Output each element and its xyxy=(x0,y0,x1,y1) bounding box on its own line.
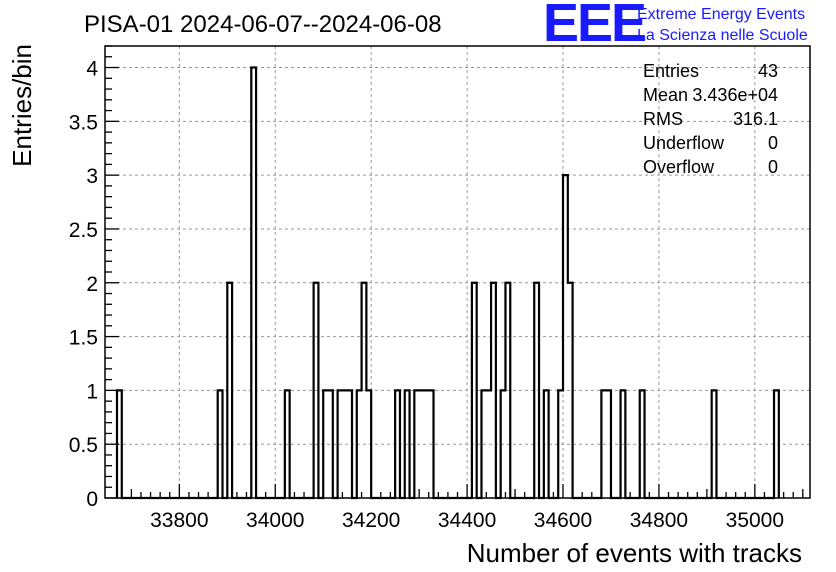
y-tick-label: 2.5 xyxy=(69,219,98,242)
y-tick-label: 3.5 xyxy=(69,111,98,134)
y-tick-labels: 0 0.5 1 1.5 2 2.5 3 3.5 4 xyxy=(69,58,99,511)
x-tick-label: 34200 xyxy=(342,509,400,532)
axis-ticks xyxy=(105,45,804,499)
y-tick-label: 1.5 xyxy=(69,327,98,350)
stats-value: 316.1 xyxy=(733,109,778,129)
x-axis-title: Number of events with tracks xyxy=(467,538,802,568)
y-tick-label: 0 xyxy=(86,488,98,511)
stats-value: 0 xyxy=(768,157,778,177)
y-tick-label: 0.5 xyxy=(69,434,98,457)
stats-value: 43 xyxy=(758,61,778,81)
stats-value: 0 xyxy=(768,133,778,153)
stats-label: Underflow xyxy=(643,133,725,153)
x-tick-label: 34400 xyxy=(438,509,496,532)
stats-label: Entries xyxy=(643,61,699,81)
x-tick-labels: 33800 34000 34200 34400 34600 34800 35000 xyxy=(150,509,784,532)
y-tick-label: 2 xyxy=(86,273,98,296)
stats-label: Overflow xyxy=(643,157,715,177)
y-tick-label: 1 xyxy=(86,380,98,403)
logo-line-2: La Scienza nelle Scuole xyxy=(637,27,808,44)
eee-logo: EEE Extreme Energy Events La Scienza nel… xyxy=(543,0,808,53)
stats-box: Entries 43 Mean 3.436e+04 RMS 316.1 Underflow 0… xyxy=(643,61,778,177)
y-axis-title: Entries/bin xyxy=(7,44,37,167)
stats-label: Mean xyxy=(643,85,688,105)
x-tick-label: 34800 xyxy=(630,509,688,532)
x-tick-label: 35000 xyxy=(726,509,784,532)
x-tick-label: 33800 xyxy=(150,509,208,532)
x-tick-label: 34600 xyxy=(534,509,592,532)
stats-label: RMS xyxy=(643,109,683,129)
logo-mark: EEE xyxy=(543,0,645,53)
chart-title: PISA-01 2024-06-07--2024-06-08 xyxy=(84,11,442,38)
y-tick-label: 4 xyxy=(86,58,98,81)
logo-line-1: Extreme Energy Events xyxy=(637,6,805,23)
y-tick-label: 3 xyxy=(86,165,98,188)
x-tick-label: 34000 xyxy=(246,509,304,532)
stats-value: 3.436e+04 xyxy=(692,85,778,105)
histogram-outline xyxy=(115,66,780,500)
plot-frame xyxy=(104,45,811,499)
grid-lines xyxy=(105,46,810,498)
